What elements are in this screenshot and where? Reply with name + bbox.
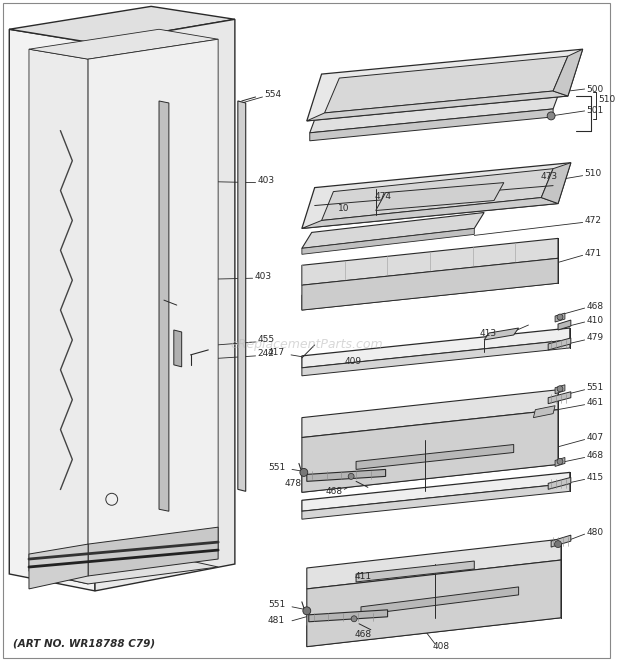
Polygon shape: [302, 473, 570, 511]
Text: 461: 461: [587, 398, 604, 407]
Polygon shape: [555, 457, 565, 467]
Polygon shape: [302, 163, 571, 229]
Text: 551: 551: [587, 383, 604, 392]
Polygon shape: [302, 444, 558, 492]
Text: 501: 501: [587, 106, 604, 116]
Polygon shape: [302, 340, 570, 376]
Circle shape: [557, 314, 563, 320]
Circle shape: [557, 459, 563, 465]
Text: 480: 480: [587, 527, 604, 537]
Polygon shape: [541, 163, 571, 204]
Text: 510: 510: [585, 169, 602, 178]
Text: 415: 415: [587, 473, 604, 482]
Text: 409: 409: [344, 358, 361, 366]
Polygon shape: [302, 328, 570, 368]
Polygon shape: [555, 385, 565, 394]
Polygon shape: [29, 49, 88, 584]
Polygon shape: [309, 610, 388, 622]
Text: 474: 474: [374, 192, 391, 201]
Text: 551: 551: [268, 463, 285, 472]
Polygon shape: [558, 320, 571, 330]
Polygon shape: [551, 535, 571, 547]
Polygon shape: [484, 328, 518, 340]
Polygon shape: [548, 392, 571, 404]
Polygon shape: [310, 69, 568, 133]
Polygon shape: [533, 406, 555, 418]
Text: 479: 479: [587, 333, 604, 342]
Text: 417: 417: [268, 348, 285, 358]
Polygon shape: [159, 101, 169, 511]
Text: 468: 468: [587, 301, 604, 311]
Polygon shape: [555, 313, 565, 322]
Polygon shape: [88, 527, 218, 576]
Text: eReplacementParts.com: eReplacementParts.com: [231, 338, 383, 352]
Polygon shape: [361, 587, 518, 615]
Polygon shape: [324, 56, 568, 113]
Text: 407: 407: [587, 433, 604, 442]
Polygon shape: [88, 39, 218, 569]
Circle shape: [557, 386, 563, 392]
Circle shape: [351, 616, 357, 622]
Polygon shape: [356, 444, 514, 469]
Text: 10: 10: [339, 204, 350, 213]
Text: 468: 468: [587, 451, 604, 460]
Text: 410: 410: [587, 315, 604, 325]
Polygon shape: [238, 101, 246, 491]
Circle shape: [348, 473, 354, 479]
Polygon shape: [174, 330, 182, 367]
Polygon shape: [307, 539, 561, 589]
Polygon shape: [553, 49, 583, 96]
Text: 554: 554: [265, 91, 281, 100]
Polygon shape: [302, 410, 558, 492]
Polygon shape: [307, 91, 568, 121]
Polygon shape: [302, 268, 558, 310]
Text: 411: 411: [355, 572, 372, 582]
Text: 471: 471: [585, 249, 602, 258]
Text: 403: 403: [255, 272, 272, 281]
Polygon shape: [302, 239, 558, 285]
Polygon shape: [95, 19, 235, 591]
Polygon shape: [9, 7, 235, 43]
Circle shape: [554, 541, 562, 547]
Polygon shape: [307, 469, 386, 481]
Polygon shape: [9, 29, 95, 591]
Polygon shape: [307, 49, 583, 121]
Text: 468: 468: [325, 486, 342, 496]
Text: 242: 242: [257, 350, 275, 358]
Text: 478: 478: [285, 479, 302, 488]
Polygon shape: [302, 390, 558, 438]
Polygon shape: [302, 229, 474, 254]
Text: (ART NO. WR18788 C79): (ART NO. WR18788 C79): [13, 639, 156, 648]
Polygon shape: [302, 212, 484, 249]
Text: 413: 413: [480, 329, 497, 338]
Polygon shape: [29, 544, 88, 589]
Polygon shape: [302, 198, 558, 229]
Polygon shape: [376, 182, 504, 210]
Polygon shape: [322, 169, 553, 221]
Text: 403: 403: [257, 176, 275, 185]
Polygon shape: [548, 477, 571, 489]
Circle shape: [300, 469, 308, 477]
Polygon shape: [302, 258, 558, 310]
Text: 408: 408: [433, 642, 450, 651]
Polygon shape: [307, 597, 561, 646]
Text: 510: 510: [598, 95, 616, 104]
Polygon shape: [548, 338, 571, 350]
Polygon shape: [29, 554, 218, 584]
Polygon shape: [356, 561, 474, 582]
Text: 481: 481: [268, 616, 285, 625]
Polygon shape: [29, 29, 218, 59]
Text: 500: 500: [587, 85, 604, 93]
Text: 455: 455: [257, 336, 275, 344]
Text: 551: 551: [268, 600, 285, 609]
Text: 468: 468: [354, 630, 371, 639]
Circle shape: [303, 607, 311, 615]
Text: 472: 472: [585, 216, 601, 225]
Polygon shape: [307, 560, 561, 646]
Circle shape: [547, 112, 555, 120]
Polygon shape: [302, 483, 570, 519]
Polygon shape: [310, 109, 553, 141]
Text: 473: 473: [540, 172, 557, 181]
